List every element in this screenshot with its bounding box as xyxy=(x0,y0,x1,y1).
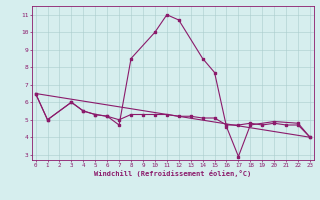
X-axis label: Windchill (Refroidissement éolien,°C): Windchill (Refroidissement éolien,°C) xyxy=(94,170,252,177)
